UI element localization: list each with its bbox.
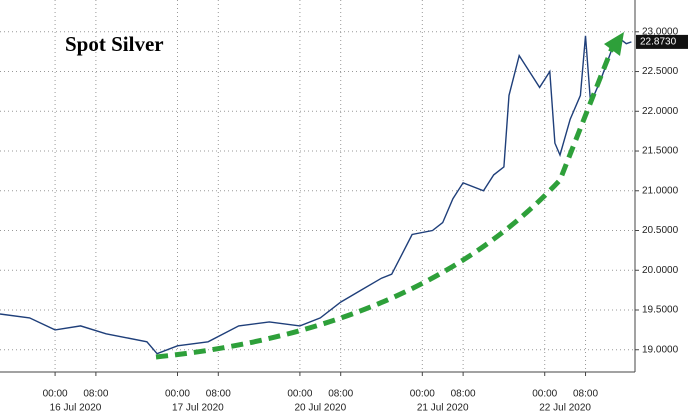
- y-tick-label: 22.5000: [642, 66, 679, 77]
- x-tick-label: 08:00: [83, 389, 108, 400]
- x-tick-label: 08:00: [206, 389, 231, 400]
- last-value-label: 22.8730: [640, 37, 677, 48]
- y-tick-label: 21.5000: [642, 146, 679, 157]
- trend-arrow: [155, 47, 615, 360]
- series-line: [0, 35, 632, 355]
- y-tick-label: 20.5000: [642, 225, 679, 236]
- y-tick-label: 19.0000: [642, 344, 679, 355]
- y-tick-label: 21.0000: [642, 185, 679, 196]
- y-tick-label: 22.0000: [642, 106, 679, 117]
- y-tick-label: 20.0000: [642, 265, 679, 276]
- chart-title: Spot Silver: [65, 32, 164, 56]
- x-tick-label: 08:00: [451, 389, 476, 400]
- date-label: 17 Jul 2020: [172, 403, 224, 414]
- x-tick-label: 08:00: [328, 389, 353, 400]
- x-tick-label: 00:00: [410, 389, 435, 400]
- x-tick-label: 00:00: [43, 389, 68, 400]
- date-label: 16 Jul 2020: [50, 403, 102, 414]
- y-tick-label: 19.5000: [642, 305, 679, 316]
- x-tick-label: 08:00: [573, 389, 598, 400]
- date-label: 22 Jul 2020: [539, 403, 591, 414]
- date-label: 20 Jul 2020: [294, 403, 346, 414]
- last-value-box: [636, 34, 688, 49]
- y-tick-label: 23.0000: [642, 26, 679, 37]
- trend-arrowhead: [604, 32, 624, 56]
- x-tick-label: 00:00: [287, 389, 312, 400]
- date-label: 21 Jul 2020: [417, 403, 469, 414]
- x-tick-label: 00:00: [532, 389, 557, 400]
- x-tick-label: 00:00: [165, 389, 190, 400]
